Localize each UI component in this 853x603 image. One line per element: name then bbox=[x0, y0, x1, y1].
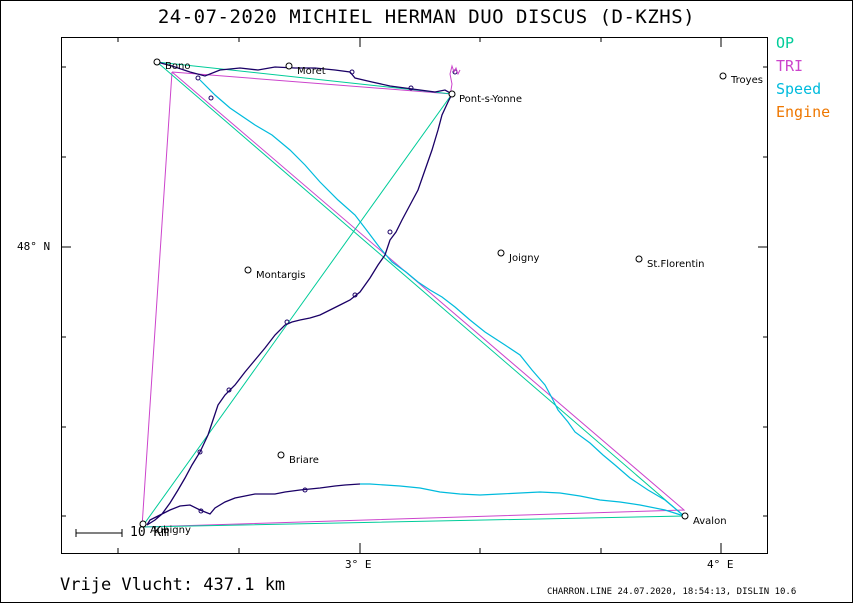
credit-line: CHARRON.LINE 24.07.2020, 18:54:13, DISLI… bbox=[547, 587, 797, 597]
distance-summary: Vrije Vlucht: 437.1 km bbox=[60, 575, 286, 595]
thermal-marks bbox=[195, 69, 458, 514]
town-marker-joigny bbox=[497, 249, 505, 257]
tri-route bbox=[141, 71, 686, 528]
town-marker-pont bbox=[448, 90, 456, 98]
town-marker-troyes bbox=[719, 72, 727, 80]
town-marker-stflorentin bbox=[635, 255, 643, 263]
tri-route-bono-pont bbox=[171, 71, 453, 95]
climb-track bbox=[146, 61, 453, 526]
start-climb-mark bbox=[449, 64, 461, 97]
town-marker-aubigny bbox=[139, 520, 147, 528]
map-area bbox=[61, 37, 768, 554]
town-marker-bono bbox=[153, 58, 161, 66]
axis-ticks bbox=[61, 37, 768, 553]
scale-label: 10 Km bbox=[130, 525, 170, 540]
town-label-joigny: Joigny bbox=[508, 253, 540, 264]
lon-label-3e: 3° E bbox=[345, 558, 372, 571]
town-marker-avalon bbox=[681, 512, 689, 520]
lat-label-48n: 48° N bbox=[17, 240, 51, 253]
town-label-bono: Bono bbox=[165, 61, 190, 72]
legend-tri: TRI bbox=[776, 57, 804, 75]
town-label-montargis: Montargis bbox=[256, 270, 305, 281]
town-marker-briare bbox=[277, 451, 285, 459]
scale-bar bbox=[75, 529, 123, 537]
op-route bbox=[141, 61, 686, 528]
town-markers bbox=[139, 58, 727, 528]
legend-engine: Engine bbox=[776, 103, 831, 121]
town-marker-moret bbox=[285, 62, 293, 70]
town-label-stflorentin: St.Florentin bbox=[647, 259, 705, 270]
legend-op: OP bbox=[776, 34, 795, 52]
chart-title: 24-07-2020 MICHIEL HERMAN DUO DISCUS (D-… bbox=[157, 6, 696, 28]
legend-speed: Speed bbox=[776, 80, 822, 98]
town-label-moret: Moret bbox=[297, 66, 326, 77]
town-label-pont: Pont-s-Yonne bbox=[459, 94, 522, 105]
town-marker-montargis bbox=[244, 266, 252, 274]
town-label-aubigny: Aubigny bbox=[150, 525, 191, 536]
town-label-briare: Briare bbox=[289, 455, 319, 466]
town-label-troyes: Troyes bbox=[730, 75, 763, 86]
town-label-avalon: Avalon bbox=[693, 516, 727, 527]
speed-track bbox=[199, 79, 685, 517]
lon-label-4e: 4° E bbox=[707, 558, 734, 571]
